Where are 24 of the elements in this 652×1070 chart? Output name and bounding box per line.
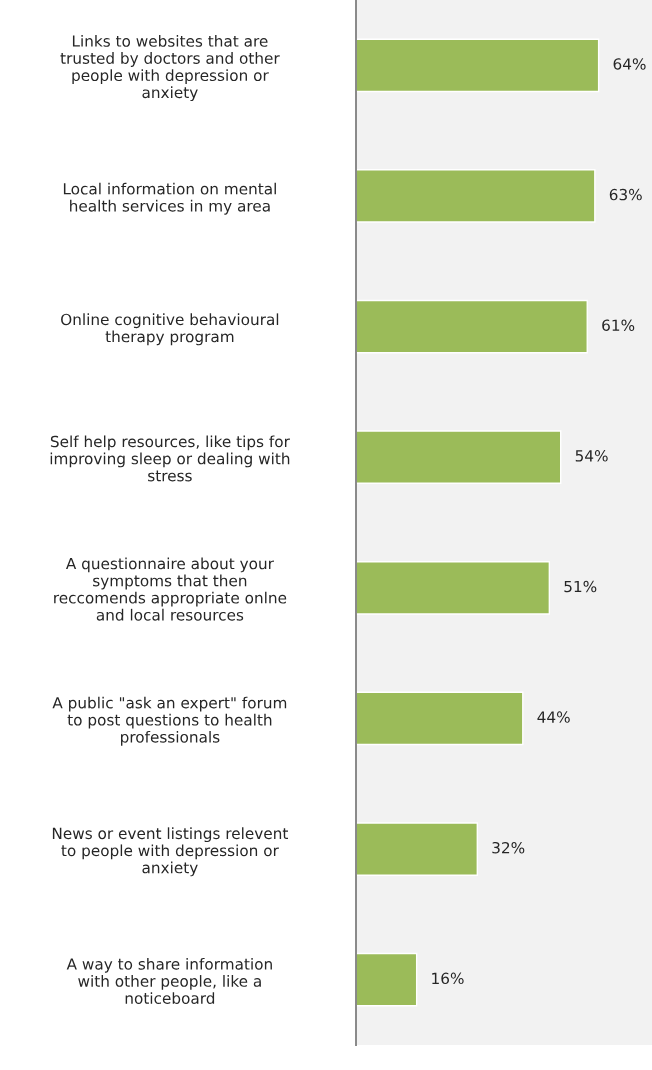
data-label: 54% (575, 450, 608, 462)
bar (356, 822, 479, 876)
bar (356, 560, 551, 615)
data-label: 64% (613, 58, 646, 70)
y-tick-label: News or event listings relevent to people with depression or anxiety (52, 827, 289, 877)
y-tick-label: A questionnaire about your symptoms that then reccomends appropriate onlne and local resources (54, 557, 287, 621)
bar (356, 952, 418, 1007)
data-label: 61% (602, 319, 635, 331)
data-label: 44% (537, 711, 570, 723)
bar (356, 299, 588, 354)
bar (356, 38, 600, 93)
data-label: 63% (609, 188, 642, 201)
data-label: 16% (432, 972, 464, 985)
y-tick-label: Online cognitive behavioural therapy program (61, 313, 279, 346)
bar (356, 169, 596, 223)
y-tick-label: A way to share information with other people, like a noticeboard (66, 957, 272, 1004)
data-label: 32% (492, 841, 525, 854)
y-tick-label: Local information on mental health services in my area (63, 182, 276, 215)
y-tick-label: Self help resources, like tips for improving sleep or dealing with stress (50, 435, 290, 482)
data-label: 51% (564, 580, 597, 593)
y-tick-label: Links to websites that are trusted by doctors and other people with depression or anxiety (60, 35, 280, 102)
bar (356, 430, 562, 485)
y-tick-label: A public "ask an expert" forum to post questions to health professionals (52, 696, 287, 746)
bar (356, 691, 524, 746)
